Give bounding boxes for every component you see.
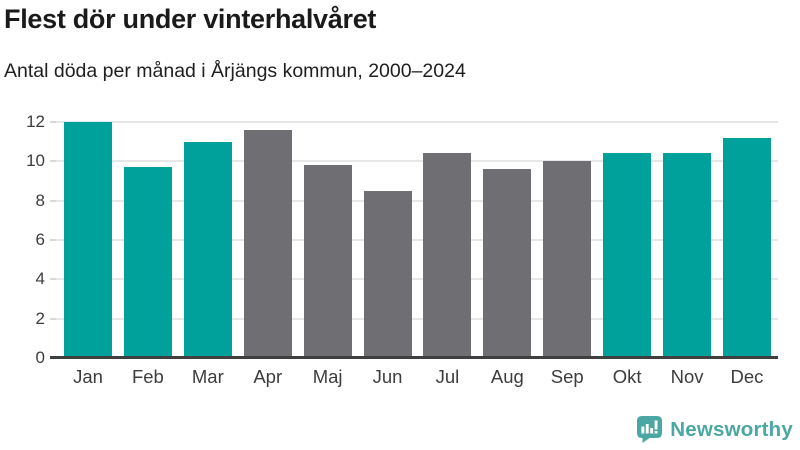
y-tick-label-2: 2 <box>35 308 45 328</box>
bar-jul <box>423 153 472 358</box>
gridline-12 <box>56 121 778 123</box>
chart-title: Flest dör under vinterhalvåret <box>4 4 377 34</box>
y-tick-label-8: 8 <box>35 190 45 210</box>
y-tick-12 <box>50 121 56 123</box>
bar-aug <box>483 169 532 358</box>
bar-sep <box>543 161 592 358</box>
newsworthy-logo: Newsworthy <box>637 416 793 443</box>
y-tick-2 <box>50 317 56 320</box>
y-tick-8 <box>50 199 56 202</box>
x-label-okt: Okt <box>612 366 642 387</box>
x-label-maj: Maj <box>312 366 343 387</box>
gridline-2 <box>56 317 778 320</box>
y-tick-6 <box>50 239 56 241</box>
y-tick-label-6: 6 <box>35 230 45 249</box>
bar-series <box>56 122 778 358</box>
x-label-aug: Aug <box>490 366 524 387</box>
x-label-jul: Jul <box>435 366 460 387</box>
bar-nov <box>663 153 712 358</box>
y-tick-label-12: 12 <box>26 112 45 131</box>
gridline-6 <box>56 239 778 241</box>
x-label-sep: Sep <box>550 366 584 387</box>
bar-maj <box>303 165 352 358</box>
chart-subtitle: Antal döda per månad i Årjängs kommun, 2… <box>4 60 466 82</box>
y-tick-label-10: 10 <box>26 151 45 171</box>
x-label-apr: Apr <box>253 366 283 387</box>
newsworthy-bubble-chart-icon <box>637 416 663 443</box>
bar-mar <box>183 141 232 358</box>
x-label-feb: Feb <box>131 366 164 387</box>
x-label-mar: Mar <box>191 366 224 387</box>
y-tick-label-0: 0 <box>35 348 45 367</box>
bar-jun <box>363 190 412 358</box>
y-tick-10 <box>50 160 56 163</box>
gridline-4 <box>56 278 778 281</box>
x-label-jun: Jun <box>372 366 403 387</box>
x-label-jan: Jan <box>73 366 103 387</box>
x-axis-line <box>50 356 778 359</box>
x-axis-labels: Jan Feb Mar Apr Maj Jun Jul Aug Sep Okt Nov Dec <box>56 366 778 388</box>
y-tick-label-4: 4 <box>35 269 45 289</box>
gridline-8 <box>56 199 778 202</box>
y-tick-4 <box>50 278 56 281</box>
x-label-dec: Dec <box>730 366 764 387</box>
gridline-10 <box>56 160 778 163</box>
bar-jan <box>64 122 112 358</box>
x-label-nov: Nov <box>670 366 704 387</box>
plot-area: 0 2 4 6 8 10 12 <box>26 112 778 367</box>
bar-okt <box>603 153 652 358</box>
brand-name: Newsworthy <box>670 417 793 441</box>
bar-apr <box>243 129 292 358</box>
bar-feb <box>123 167 172 358</box>
bar-dec <box>722 137 771 358</box>
